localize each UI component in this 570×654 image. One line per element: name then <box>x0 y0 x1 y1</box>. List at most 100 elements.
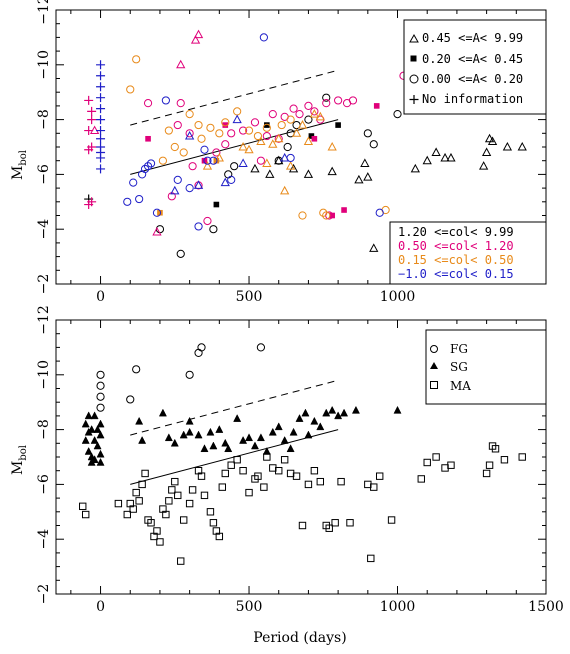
point-triangle <box>220 177 230 187</box>
point-filled-triangle <box>81 419 90 428</box>
point-square <box>81 510 90 519</box>
legend-square-icon <box>410 55 417 62</box>
point-filled-triangle <box>224 444 233 453</box>
point-circle <box>96 392 105 401</box>
point-square <box>227 461 235 469</box>
point-square <box>177 557 185 565</box>
point-triangle <box>517 141 527 151</box>
point-circle <box>369 140 378 149</box>
x-tick-label: 0 <box>96 289 105 305</box>
point-filled-triangle <box>280 436 289 444</box>
point-square <box>197 472 206 480</box>
point-circle <box>262 131 271 141</box>
dashed-reference-line <box>130 379 339 436</box>
point-filled-triangle <box>301 408 310 417</box>
point-plus <box>84 200 94 210</box>
point-circle <box>194 120 203 130</box>
point-circle <box>209 156 218 165</box>
point-triangle <box>256 136 266 146</box>
point-circle <box>185 110 194 119</box>
point-square <box>485 461 494 469</box>
point-filled-triangle <box>206 427 215 436</box>
top-ylabel: Mbol <box>10 150 29 180</box>
point-filled-triangle <box>304 430 313 439</box>
point-square <box>206 508 215 516</box>
point-square <box>165 497 173 505</box>
point-circle <box>96 370 105 379</box>
point-plus <box>87 106 97 116</box>
point-circle <box>140 164 150 174</box>
point-circle <box>215 129 224 138</box>
point-square <box>500 456 509 464</box>
x-tick-label: 500 <box>236 289 263 305</box>
point-triangle <box>280 185 290 195</box>
y-tick-label: −12 <box>36 0 52 25</box>
point-filled-triangle <box>250 441 259 450</box>
point-triangle <box>502 141 513 151</box>
point-triangle <box>193 29 204 39</box>
point-plus <box>96 126 106 136</box>
point-filled-triangle <box>90 411 99 420</box>
point-square <box>209 519 218 527</box>
solid-reference-line <box>130 119 339 175</box>
point-filled-square <box>311 135 318 142</box>
point-triangle <box>369 243 379 252</box>
point-filled-triangle <box>274 422 283 431</box>
point-filled-triangle <box>310 416 319 425</box>
legend-groups-entry: SG <box>450 360 468 374</box>
point-circle <box>173 175 182 184</box>
point-plus <box>96 115 106 125</box>
point-triangle <box>268 139 278 148</box>
point-triangle <box>190 35 201 44</box>
point-circle <box>209 225 218 234</box>
point-filled-square <box>308 133 315 139</box>
point-filled-triangle <box>93 425 102 433</box>
point-filled-triangle <box>185 427 194 436</box>
point-triangle <box>291 128 302 137</box>
bottom-panel: 0 500 1000 1500 −2 −4 −6 −8 −10 −12 Mbol Period (… <box>10 305 564 646</box>
point-triangle <box>478 161 489 170</box>
legend-groups-entry: MA <box>450 379 471 393</box>
point-triangle <box>262 158 272 167</box>
point-filled-triangle <box>351 405 360 414</box>
point-triangle <box>297 120 308 129</box>
point-triangle <box>327 166 337 176</box>
point-filled-triangle <box>138 436 147 444</box>
point-circle <box>143 99 153 108</box>
point-circle <box>322 99 331 108</box>
point-circle <box>138 170 147 179</box>
point-triangle <box>315 111 325 121</box>
point-filled-triangle <box>185 416 194 425</box>
point-circle <box>283 142 292 152</box>
point-plus <box>96 164 106 174</box>
point-circle <box>224 170 233 179</box>
point-circle <box>132 365 141 374</box>
point-square <box>132 488 140 497</box>
legend-color: 1.20 <=col< 9.99 0.50 <=col< 1.20 0.15 <… <box>389 221 547 285</box>
legend-circle-icon <box>409 74 419 84</box>
point-filled-square <box>222 122 229 128</box>
y-tick-label: −12 <box>36 305 52 335</box>
point-triangle <box>244 144 254 154</box>
point-circle <box>126 85 135 94</box>
point-circle <box>233 107 242 116</box>
point-plus <box>84 126 94 136</box>
legend-amplitude-entry: 0.00 <=A< 0.20 <box>422 72 523 86</box>
point-circle <box>164 126 173 135</box>
point-square <box>138 480 146 489</box>
point-square <box>375 472 384 480</box>
point-circle <box>250 118 260 127</box>
point-square <box>79 502 87 511</box>
point-circle <box>200 145 209 154</box>
point-square <box>168 486 176 494</box>
point-square <box>141 469 149 478</box>
point-triangle <box>309 109 320 118</box>
point-triangle <box>232 114 242 124</box>
point-circle <box>179 148 188 157</box>
point-circle <box>152 208 162 217</box>
point-circle <box>185 370 194 379</box>
point-triangle <box>303 169 314 178</box>
point-circle <box>238 126 248 135</box>
point-square <box>370 483 378 491</box>
